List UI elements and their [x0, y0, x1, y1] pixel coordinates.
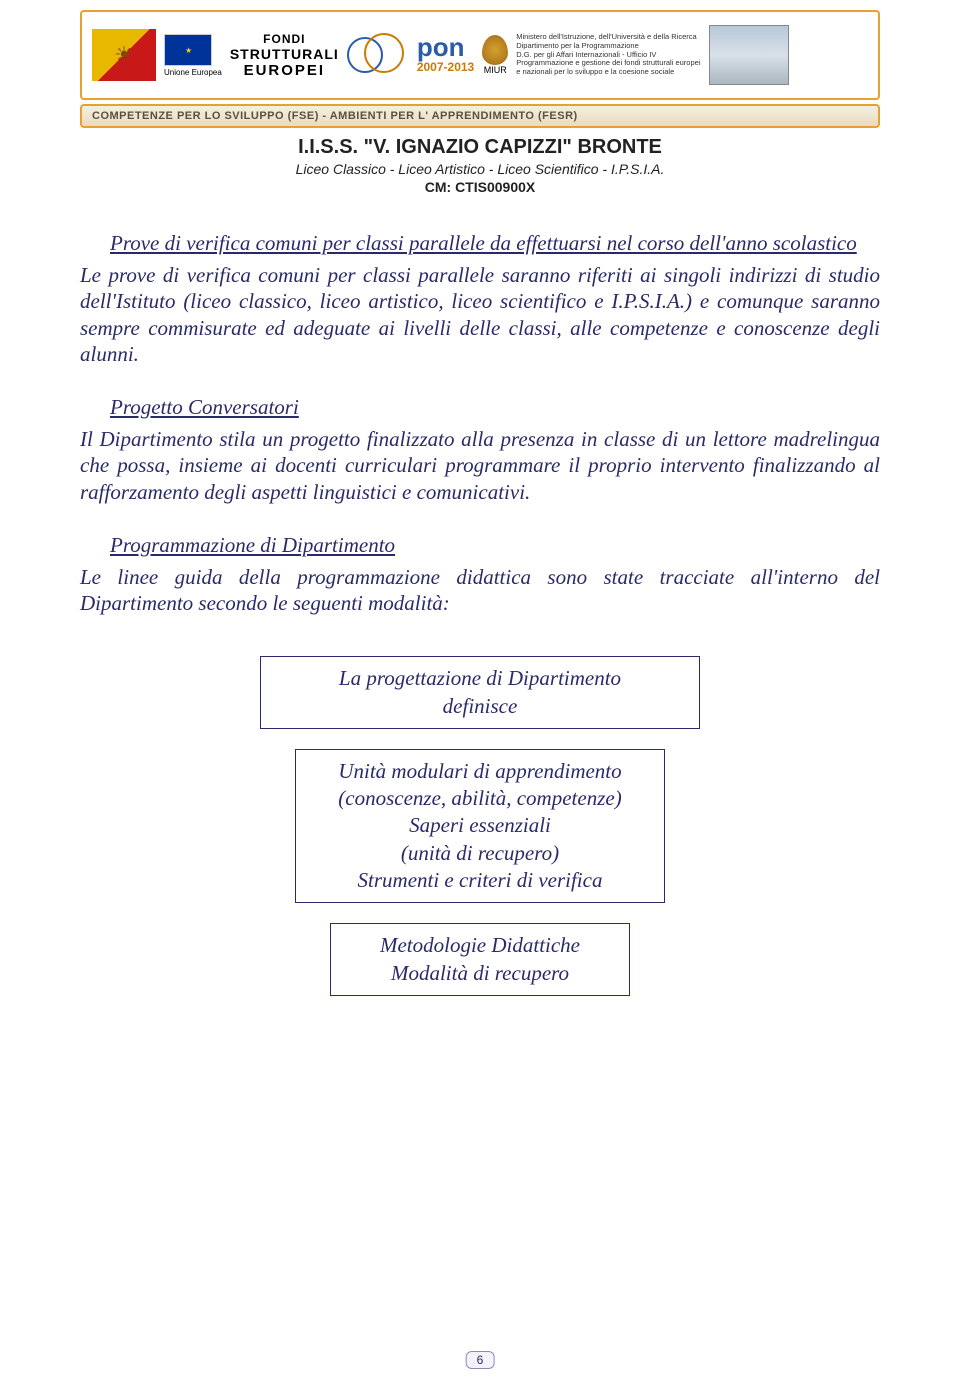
- eu-block: Unione Europea: [164, 34, 222, 77]
- diagram: La progettazione di Dipartimento definis…: [80, 656, 880, 996]
- italy-emblem-icon: [482, 35, 508, 65]
- section1-title: Prove di verifica comuni per classi para…: [110, 231, 880, 256]
- document-content: Prove di verifica comuni per classi para…: [80, 231, 880, 996]
- box2-l2: (conoscenze, abilità, competenze): [318, 785, 642, 812]
- box2-l5: Strumenti e criteri di verifica: [318, 867, 642, 894]
- fondi-block: FONDI STRUTTURALI EUROPEI: [230, 32, 339, 79]
- section3-body: Le linee guida della programmazione dida…: [80, 564, 880, 617]
- section2-body: Il Dipartimento stila un progetto finali…: [80, 426, 880, 505]
- fondi-line1: FONDI: [230, 32, 339, 46]
- sicily-emblem: [92, 29, 156, 81]
- box2-l3: Saperi essenziali: [318, 812, 642, 839]
- box1-l1: La progettazione di Dipartimento: [283, 665, 677, 692]
- section1-body: Le prove di verifica comuni per classi p…: [80, 262, 880, 367]
- ministry-text: Ministero dell'Istruzione, dell'Universi…: [516, 33, 700, 76]
- pon-rings-icon: [347, 37, 383, 73]
- competence-bar: COMPETENZE PER LO SVILUPPO (FSE) - AMBIE…: [80, 104, 880, 128]
- box3-l1: Metodologie Didattiche: [353, 932, 607, 959]
- section2-title: Progetto Conversatori: [110, 395, 880, 420]
- box2-l4: (unità di recupero): [318, 840, 642, 867]
- miur-label: MIUR: [482, 65, 508, 75]
- diagram-box3: Metodologie Didattiche Modalità di recup…: [330, 923, 630, 996]
- pon-label: pon: [417, 36, 474, 59]
- section3-title: Programmazione di Dipartimento: [110, 533, 880, 558]
- page-number: 6: [466, 1351, 495, 1369]
- school-subtitle: Liceo Classico - Liceo Artistico - Liceo…: [80, 161, 880, 177]
- school-name: I.I.S.S. "V. IGNAZIO CAPIZZI" BRONTE: [80, 136, 880, 159]
- pon-block: pon 2007-2013: [347, 36, 474, 73]
- box3-l2: Modalità di recupero: [353, 960, 607, 987]
- eu-flag-icon: [164, 34, 212, 66]
- header-banner: Unione Europea FONDI STRUTTURALI EUROPEI…: [80, 10, 880, 100]
- school-title-block: I.I.S.S. "V. IGNAZIO CAPIZZI" BRONTE Lic…: [80, 136, 880, 195]
- diagram-box2: Unità modulari di apprendimento (conosce…: [295, 749, 665, 903]
- fondi-line3: EUROPEI: [230, 62, 339, 79]
- eu-label: Unione Europea: [164, 68, 222, 77]
- fondi-line2: STRUTTURALI: [230, 46, 339, 62]
- box2-l1: Unità modulari di apprendimento: [318, 758, 642, 785]
- building-photo: [709, 25, 789, 85]
- ministry-l5: e nazionali per lo sviluppo e la coesion…: [516, 68, 700, 77]
- pon-years: 2007-2013: [417, 60, 474, 74]
- box1-l2: definisce: [283, 693, 677, 720]
- diagram-box1: La progettazione di Dipartimento definis…: [260, 656, 700, 729]
- school-code: CM: CTIS00900X: [80, 179, 880, 195]
- emblem-block: MIUR: [482, 35, 508, 75]
